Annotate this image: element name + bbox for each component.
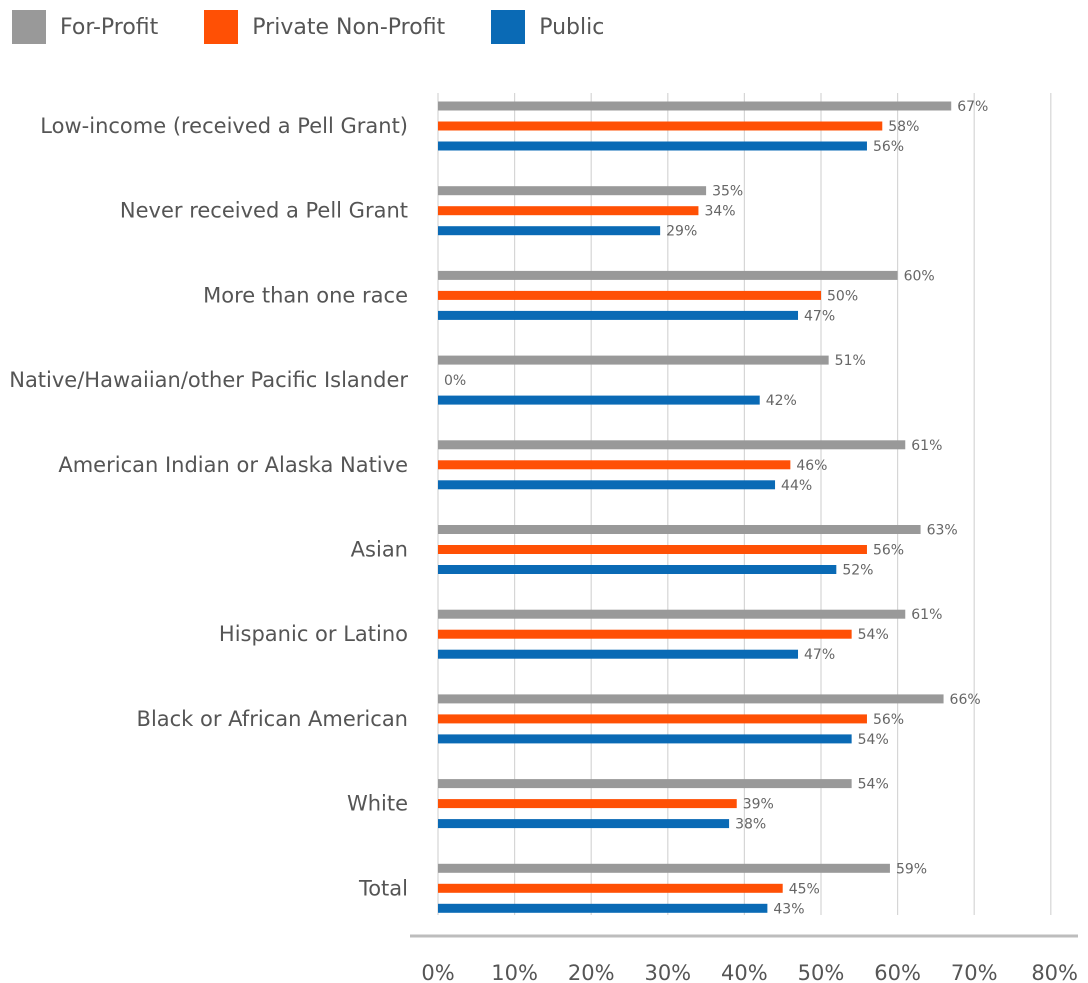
bar-private-non-profit-never-received-a-pell-grant bbox=[438, 206, 699, 216]
bar-public-american-indian-or-alaska-native bbox=[438, 480, 776, 490]
bar-for-profit-total bbox=[438, 863, 890, 873]
category-label: Black or African American bbox=[137, 707, 408, 731]
bar-private-non-profit-asian bbox=[438, 545, 867, 554]
x-tick-label: 40% bbox=[721, 961, 768, 983]
bar-for-profit-white bbox=[438, 779, 852, 789]
bar-private-non-profit-more-than-one-race bbox=[438, 290, 821, 300]
value-label: 50% bbox=[827, 288, 858, 304]
legend-label-public: Public bbox=[539, 14, 605, 40]
bar-for-profit-black-or-african-american bbox=[438, 694, 944, 704]
value-label: 63% bbox=[927, 523, 958, 539]
value-label: 66% bbox=[950, 692, 981, 708]
bar-for-profit-more-than-one-race bbox=[438, 270, 898, 280]
value-label: 54% bbox=[858, 732, 889, 748]
value-label: 34% bbox=[704, 204, 735, 220]
bar-private-non-profit-american-indian-or-alaska-native bbox=[438, 460, 791, 470]
value-label: 46% bbox=[796, 458, 827, 474]
bar-private-non-profit-total bbox=[438, 883, 783, 893]
bar-public-more-than-one-race bbox=[438, 310, 799, 320]
category-label: Native/Hawaiian/other Pacific Islander bbox=[9, 368, 408, 392]
x-tick-label: 10% bbox=[491, 961, 538, 983]
legend-item-private-non-profit: Private Non-Profit bbox=[204, 10, 445, 44]
bar-for-profit-asian bbox=[438, 525, 921, 534]
value-label: 58% bbox=[888, 119, 919, 135]
value-label: 51% bbox=[835, 353, 866, 369]
value-label: 54% bbox=[858, 777, 889, 793]
value-label: 60% bbox=[904, 268, 935, 284]
value-label: 44% bbox=[781, 478, 812, 494]
value-label: 38% bbox=[735, 817, 766, 833]
value-label: 43% bbox=[773, 901, 804, 917]
bar-for-profit-american-indian-or-alaska-native bbox=[438, 440, 906, 450]
bar-for-profit-low-income-received-a-pell-grant bbox=[438, 101, 952, 111]
value-label: 61% bbox=[911, 607, 942, 623]
legend-swatch-for-profit bbox=[12, 10, 46, 44]
bar-private-non-profit-black-or-african-american bbox=[438, 714, 867, 724]
category-label: Asian bbox=[351, 538, 408, 562]
category-label: Never received a Pell Grant bbox=[120, 199, 408, 223]
value-label: 67% bbox=[957, 99, 988, 115]
bar-for-profit-hispanic-or-latino bbox=[438, 609, 906, 619]
bar-private-non-profit-hispanic-or-latino bbox=[438, 629, 852, 639]
x-tick-label: 30% bbox=[644, 961, 691, 983]
category-label: Low-income (received a Pell Grant) bbox=[40, 114, 408, 138]
category-label: American Indian or Alaska Native bbox=[58, 453, 408, 477]
value-label: 42% bbox=[766, 393, 797, 409]
x-tick-label: 80% bbox=[1031, 961, 1078, 983]
legend-swatch-public bbox=[491, 10, 526, 44]
category-label: More than one race bbox=[203, 283, 408, 307]
value-label: 56% bbox=[873, 139, 904, 155]
x-tick-label: 0% bbox=[421, 961, 454, 983]
value-label: 56% bbox=[873, 543, 904, 559]
value-label: 59% bbox=[896, 861, 927, 877]
legend-label-private-non-profit: Private Non-Profit bbox=[252, 14, 446, 40]
bar-public-low-income-received-a-pell-grant bbox=[438, 141, 867, 151]
value-label: 35% bbox=[712, 184, 743, 200]
x-tick-label: 50% bbox=[798, 961, 845, 983]
bar-private-non-profit-low-income-received-a-pell-grant bbox=[438, 121, 883, 131]
x-tick-label: 60% bbox=[874, 961, 921, 983]
value-label: 54% bbox=[858, 627, 889, 643]
bar-for-profit-never-received-a-pell-grant bbox=[438, 186, 707, 196]
bar-public-hispanic-or-latino bbox=[438, 649, 799, 659]
value-label: 61% bbox=[911, 438, 942, 454]
value-label: 45% bbox=[789, 881, 820, 897]
legend-label-for-profit: For-Profit bbox=[60, 14, 159, 40]
bar-public-total bbox=[438, 903, 768, 913]
legend-swatch-private-non-profit bbox=[204, 10, 239, 44]
x-tick-label: 20% bbox=[568, 961, 615, 983]
value-label: 0% bbox=[444, 373, 466, 389]
bar-public-black-or-african-american bbox=[438, 734, 852, 744]
legend: For-Profit Private Non-Profit Public bbox=[12, 10, 650, 44]
bar-for-profit-native-hawaiian-other-pacific-islander bbox=[438, 355, 829, 365]
value-label: 56% bbox=[873, 712, 904, 728]
legend-item-for-profit: For-Profit bbox=[12, 10, 158, 44]
bar-public-native-hawaiian-other-pacific-islander bbox=[438, 395, 760, 405]
bar-private-non-profit-white bbox=[438, 799, 737, 809]
value-label: 39% bbox=[743, 797, 774, 813]
value-label: 47% bbox=[804, 308, 835, 324]
legend-item-public: Public bbox=[491, 10, 604, 44]
category-label: Hispanic or Latino bbox=[219, 622, 408, 646]
category-label: Total bbox=[358, 876, 408, 900]
x-tick-label: 70% bbox=[951, 961, 998, 983]
value-label: 29% bbox=[666, 224, 697, 240]
value-label: 47% bbox=[804, 647, 835, 663]
category-label: White bbox=[347, 792, 408, 816]
value-label: 52% bbox=[842, 563, 873, 579]
bar-public-never-received-a-pell-grant bbox=[438, 226, 661, 236]
bar-public-white bbox=[438, 819, 730, 829]
bar-public-asian bbox=[438, 565, 837, 574]
